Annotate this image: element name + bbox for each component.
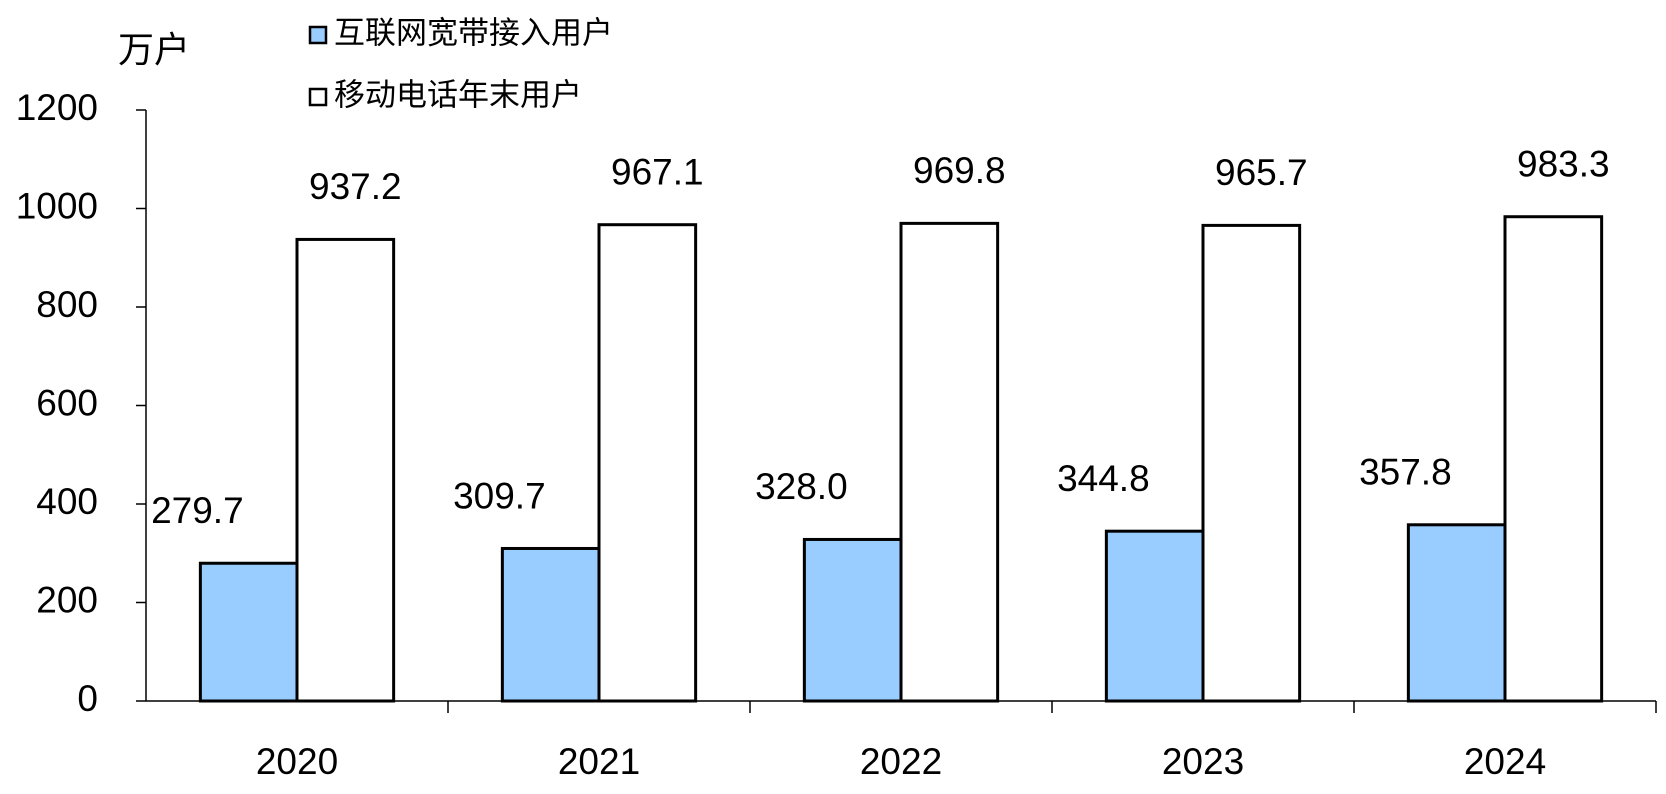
x-tick-label: 2024 bbox=[1464, 741, 1546, 782]
bar bbox=[1201, 223, 1302, 703]
bar bbox=[802, 537, 903, 703]
y-axis-label: 万户 bbox=[118, 30, 190, 71]
legend-label: 互联网宽带接入用户 bbox=[334, 16, 613, 52]
bar bbox=[295, 237, 396, 703]
bar bbox=[899, 221, 1000, 703]
y-tick-label: 1200 bbox=[16, 87, 98, 128]
value-label: 983.3 bbox=[1517, 144, 1610, 185]
bar bbox=[500, 546, 601, 703]
value-label: 937.2 bbox=[309, 166, 402, 207]
value-label: 965.7 bbox=[1215, 152, 1308, 193]
value-label: 328.0 bbox=[755, 466, 848, 507]
legend-label: 移动电话年末用户 bbox=[334, 78, 582, 114]
value-label: 309.7 bbox=[453, 475, 546, 516]
y-tick-label: 800 bbox=[36, 284, 98, 325]
bar bbox=[198, 561, 299, 703]
x-tick-label: 2023 bbox=[1162, 741, 1244, 782]
y-tick-label: 1000 bbox=[16, 185, 98, 226]
legend-swatch bbox=[308, 87, 328, 107]
bar bbox=[1104, 529, 1205, 703]
y-tick-label: 0 bbox=[77, 678, 98, 719]
value-label: 967.1 bbox=[611, 151, 704, 192]
y-tick-label: 200 bbox=[36, 579, 98, 620]
bar bbox=[1503, 215, 1604, 703]
value-label: 344.8 bbox=[1057, 458, 1150, 499]
legend-swatch bbox=[308, 25, 328, 45]
value-label: 969.8 bbox=[913, 150, 1006, 191]
value-label: 279.7 bbox=[151, 490, 244, 531]
x-tick-label: 2022 bbox=[860, 741, 942, 782]
bar bbox=[597, 223, 698, 703]
y-tick-label: 600 bbox=[36, 382, 98, 423]
bar bbox=[1406, 523, 1507, 703]
y-tick-label: 400 bbox=[36, 481, 98, 522]
value-label: 357.8 bbox=[1359, 452, 1452, 493]
x-tick-label: 2020 bbox=[256, 741, 338, 782]
x-tick-label: 2021 bbox=[558, 741, 640, 782]
